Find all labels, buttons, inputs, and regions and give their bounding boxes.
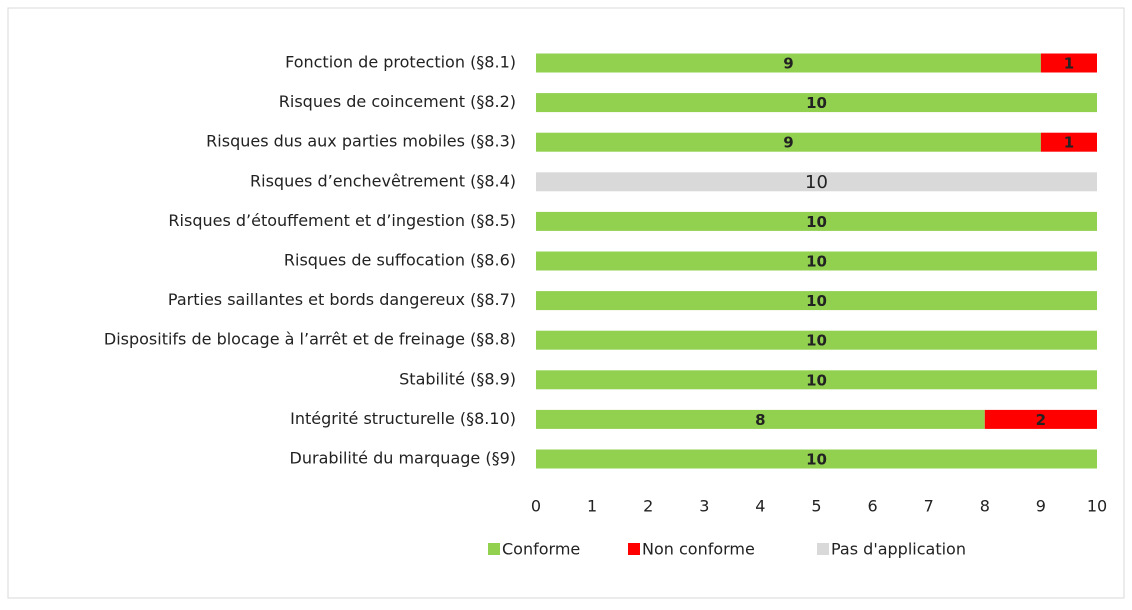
x-tick-label: 2: [643, 497, 653, 516]
y-tick-label: Stabilité (§8.9): [399, 369, 516, 388]
data-label: 10: [805, 172, 828, 193]
data-label: 10: [806, 451, 827, 469]
data-label: 2: [1036, 411, 1046, 429]
bar-segment: [1040, 132, 1097, 152]
data-label: 1: [1064, 134, 1074, 152]
x-tick-label: 5: [811, 497, 821, 516]
bar-segment: [536, 172, 1097, 192]
legend-label: Pas d'application: [831, 540, 966, 559]
bar-segment: [536, 330, 1097, 350]
x-tick-label: 7: [924, 497, 934, 516]
x-tick-label: 1: [587, 497, 597, 516]
bar-segment: [536, 93, 1097, 113]
bar-segment: [536, 449, 1097, 469]
x-tick-label: 8: [980, 497, 990, 516]
data-label: 10: [806, 213, 827, 231]
data-label: 9: [783, 134, 793, 152]
legend-swatch: [628, 543, 640, 555]
data-label: 1: [1064, 55, 1074, 73]
y-tick-label: Risques dus aux parties mobiles (§8.3): [206, 132, 516, 151]
data-label: 9: [783, 55, 793, 73]
bar-segment: [536, 251, 1097, 271]
x-tick-label: 3: [699, 497, 709, 516]
y-tick-label: Parties saillantes et bords dangereux (§…: [168, 290, 516, 309]
x-tick-label: 10: [1087, 497, 1107, 516]
y-tick-label: Risques de suffocation (§8.6): [284, 251, 516, 270]
data-label: 10: [806, 292, 827, 310]
legend-label: Conforme: [502, 540, 580, 559]
y-tick-label: Intégrité structurelle (§8.10): [290, 409, 516, 428]
y-tick-label: Fonction de protection (§8.1): [285, 53, 516, 72]
legend-swatch: [817, 543, 829, 555]
x-tick-label: 0: [531, 497, 541, 516]
bar-segment: [536, 291, 1097, 311]
bar-segment: [536, 211, 1097, 231]
bar-segment: [536, 132, 1041, 152]
data-label: 10: [806, 332, 827, 350]
legend-label: Non conforme: [642, 540, 755, 559]
y-tick-label: Risques d’étouffement et d’ingestion (§8…: [168, 211, 516, 230]
data-label: 10: [806, 94, 827, 112]
bar-segment: [536, 370, 1097, 390]
data-label: 8: [755, 411, 765, 429]
legend-swatch: [488, 543, 500, 555]
x-tick-label: 9: [1036, 497, 1046, 516]
x-tick-label: 4: [755, 497, 765, 516]
bar-segment: [984, 409, 1097, 429]
data-label: 10: [806, 253, 827, 271]
bar-segment: [536, 53, 1041, 73]
bar-segment: [1040, 53, 1097, 73]
bar-segment: [536, 409, 985, 429]
data-label: 10: [806, 371, 827, 389]
y-tick-label: Risques de coincement (§8.2): [279, 92, 516, 111]
y-tick-label: Dispositifs de blocage à l’arrêt et de f…: [104, 330, 516, 349]
y-tick-label: Risques d’enchevêtrement (§8.4): [250, 171, 516, 190]
x-tick-label: 6: [868, 497, 878, 516]
y-tick-label: Durabilité du marquage (§9): [290, 449, 516, 468]
